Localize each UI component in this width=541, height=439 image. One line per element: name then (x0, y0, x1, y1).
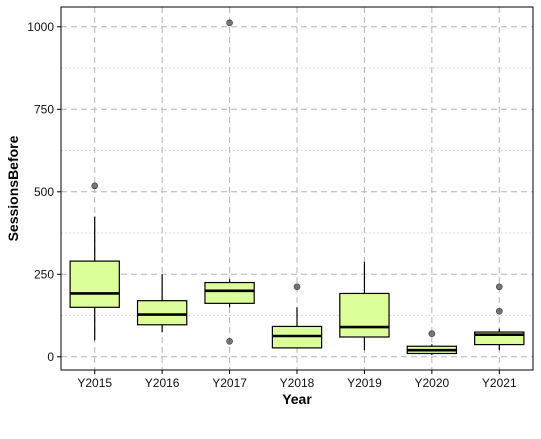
box-iqr (136, 300, 188, 326)
outlier-point (226, 19, 233, 27)
box-Y2021 (474, 283, 525, 351)
box-Y2015 (69, 182, 120, 341)
y-axis-ticks: 0 250 500 750 1000 (27, 20, 61, 364)
x-tick-label: Y2015 (77, 376, 112, 390)
x-tick-label: Y2016 (145, 376, 180, 390)
y-tick-label: 1000 (27, 20, 54, 34)
box-iqr (204, 281, 255, 304)
box-Y2016 (136, 274, 188, 333)
x-tick-label: Y2020 (415, 376, 450, 390)
y-axis-title: SessionsBefore (5, 135, 21, 241)
y-tick-label: 250 (34, 267, 54, 281)
box-Y2018 (271, 283, 323, 349)
y-tick-label: 0 (47, 350, 54, 364)
box-Y2017 (204, 19, 255, 345)
x-axis-title: Year (282, 391, 312, 407)
outlier-point (226, 337, 233, 345)
x-tick-label: Y2017 (212, 376, 247, 390)
y-tick-label: 500 (34, 185, 54, 199)
x-tick-label: Y2018 (280, 376, 315, 390)
box-iqr (69, 260, 120, 308)
x-axis-ticks: Y2015 Y2016 Y2017 Y2018 Y2019 Y2020 Y2021 (77, 370, 517, 390)
box-Y2019 (339, 261, 390, 351)
outlier-point (91, 182, 99, 190)
outlier-point (293, 283, 301, 291)
outlier-point (495, 307, 503, 315)
box-iqr (339, 292, 390, 338)
x-tick-label: Y2019 (347, 376, 382, 390)
box-Y2020 (406, 330, 458, 356)
outlier-point (495, 283, 503, 291)
y-tick-label: 750 (34, 102, 54, 116)
box-series (69, 19, 525, 356)
outlier-point (428, 330, 436, 338)
x-tick-label: Y2021 (482, 376, 517, 390)
